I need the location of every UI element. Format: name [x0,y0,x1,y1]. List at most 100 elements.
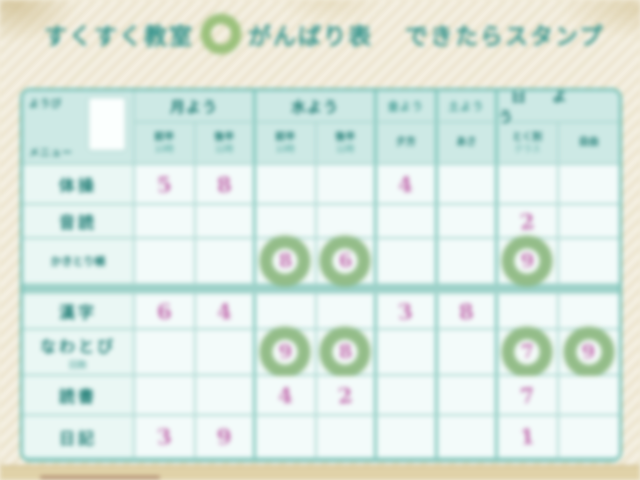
cell-number: 6 [337,249,353,273]
title-part3: できたらスタンプ [405,23,605,49]
row-label: 体操 [58,178,97,195]
table-cell: 4 [256,376,317,416]
table-cell: 2 [316,376,377,416]
table-cell [498,165,559,205]
subheader-line1: 後半 [214,131,235,143]
column-group-header: 水よう [256,91,377,123]
column-group-label: 水よう [290,98,339,116]
cell-number: 8 [457,297,475,325]
table-cell: 9 [498,236,559,286]
corner-card [89,98,125,150]
cell-number: 9 [519,249,535,273]
table-cell [437,165,498,205]
cell-number: 8 [337,340,353,364]
column-subheader: 自由 [558,123,619,165]
column-group-label: 月よう [169,98,218,116]
row-label-wrap: 体操 [59,172,97,196]
table-cell [377,205,438,239]
column-group-label: 金よう [387,101,424,113]
table-cell [316,416,377,459]
row-label: なわとび [39,339,116,356]
page-title: すくすく教室 がんばり表 できたらスタンプ [44,14,605,54]
subheader-line2: 11時 [336,143,355,154]
row-label: 漢字 [58,305,97,322]
column-subheader: 後半 11時 [316,123,377,165]
subheader-line2: 11時 [215,143,234,154]
row-label-wrap: 日記 [59,425,97,449]
stamp-circle-icon: 7 [502,327,553,377]
corner-line1: ようび [29,99,62,110]
column-subheader: 前半 10時 [256,123,317,165]
column-subheader: あさ [437,123,498,165]
column-group-header: 土よう [437,91,498,123]
table-cell: 8 [437,294,498,330]
row-label: かきとり帳 [50,256,106,268]
table-cell [256,205,317,239]
cell-number: 4 [397,170,415,198]
table-cell [135,330,196,376]
row-label-wrap: 読書 [59,383,97,407]
cell-number: 5 [155,170,173,198]
cell-number: 3 [397,297,415,325]
table-cell: 8 [195,165,256,205]
table-cell [256,294,317,330]
stamp-circle-icon: 9 [563,327,614,377]
table-cell: 9 [558,327,619,377]
stamp-circle-icon: 8 [320,327,371,377]
subheader-line2: 10時 [275,143,295,154]
table-cell [437,330,498,376]
column-group-header: 金よう [377,91,438,123]
column-subheader: 前半 10時 [135,123,196,165]
row-label-cell: 読書 [23,376,135,416]
subheader-line1: 自由 [578,137,599,148]
row-label-wrap: かきとり帳 [51,253,106,269]
table-cell [195,330,256,376]
row-label: 音読 [58,215,97,232]
table-cell [316,294,377,330]
table-cell: 5 [135,165,196,205]
title-part1: すくすく教室 [44,23,194,49]
table-cell: 9 [256,327,317,377]
subheader-text: 前半 10時 [275,132,295,155]
cell-number: 9 [277,340,293,364]
table-cell [135,376,196,416]
cell-number: 7 [519,340,535,364]
stamp-circle-icon: 8 [260,236,311,286]
column-group-header: 日よう [498,91,619,126]
table-cell: 4 [377,165,438,205]
column-group-header: 月よう [135,91,256,123]
subheader-text: 後半 11時 [214,132,234,155]
table-cell [377,330,438,376]
column-subheader: 後半 11時 [195,123,256,165]
table-cell: 4 [195,294,256,330]
row-label-cell: 漢字 [23,294,135,330]
subheader-line1: あさ [456,137,477,148]
stamp-circle-icon: 9 [260,327,311,377]
table-cell [195,205,256,239]
subheader-text: 夕方 [396,137,416,149]
table-cell: 3 [135,416,196,459]
cell-number: 2 [336,381,354,409]
subheader-line1: 夕方 [395,137,416,148]
row-label-wrap: 音読 [59,209,97,233]
column-subheader: 夕方 [377,123,438,165]
table-cell: 6 [135,294,196,330]
table-cell [437,205,498,239]
table-cell: 3 [377,294,438,330]
subheader-line2: クラス [513,143,541,154]
subheader-text: 後半 11時 [335,132,355,155]
ring-stamp-icon [201,14,241,54]
cell-number: 8 [277,249,293,273]
table-cell [135,239,196,285]
table-cell: 2 [498,205,559,239]
cell-number: 2 [518,207,536,235]
table-cell [316,205,377,239]
subheader-text: 前半 10時 [154,132,174,155]
column-group-label: 土よう [448,101,485,113]
table-cell [195,239,256,285]
cell-number: 4 [215,297,233,325]
cell-number: 7 [518,381,536,409]
table-cell [558,416,619,459]
table-cell: 8 [316,327,377,377]
